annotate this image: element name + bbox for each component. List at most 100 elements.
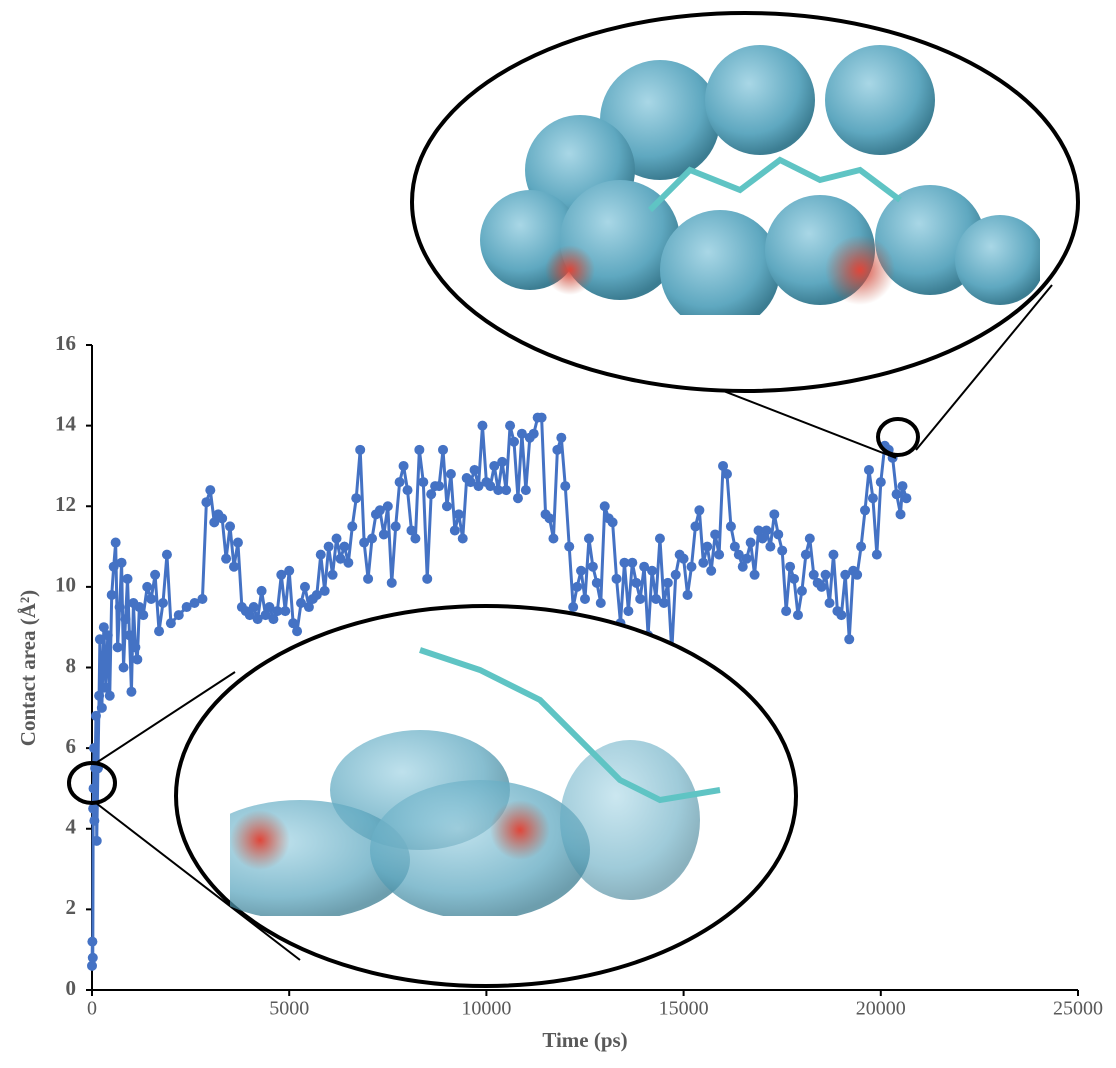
y-tick-label: 6 [66,734,77,758]
data-point [100,682,111,693]
data-point [477,420,488,431]
data-point [96,702,107,713]
data-point [319,585,330,596]
data-point [718,460,729,471]
data-point [564,541,575,552]
data-point [89,815,100,826]
data-point [201,497,212,508]
data-point [132,654,143,665]
data-point [426,489,437,500]
data-point [112,642,123,653]
data-point [138,610,149,621]
data-point [690,521,701,532]
data-point [897,481,908,492]
data-point [315,549,326,560]
data-point [378,529,389,540]
data-point [272,606,283,617]
data-point [256,585,267,596]
data-point [568,602,579,613]
data-point [88,783,99,794]
data-point [363,573,374,584]
data-point [860,505,871,516]
data-point [457,533,468,544]
data-point [108,561,119,572]
data-point [741,553,752,564]
data-point [863,464,874,475]
data-point [157,598,168,608]
data-point [94,634,105,645]
data-point [808,569,819,580]
data-point [721,469,732,479]
data-point [654,533,665,544]
data-point [753,525,764,536]
x-axis-label: Time (ps) [542,1028,627,1052]
x-tick-label: 5000 [269,998,309,1020]
data-point [189,598,200,608]
data-point [852,569,863,580]
data-point [260,610,271,621]
data-point [173,610,184,621]
data-point [473,481,484,492]
data-point [244,610,255,621]
data-point [678,553,689,564]
data-point [497,456,508,467]
data-point [142,581,153,592]
data-point [150,569,161,580]
data-point [292,626,303,637]
data-point [493,485,504,496]
data-point [489,460,500,471]
data-point [382,501,393,512]
data-point [124,630,135,641]
data-point [505,420,516,431]
data-point [106,589,117,600]
data-point [91,835,102,846]
data-point [867,493,878,504]
data-point [729,541,740,552]
data-point [248,602,259,613]
data-point [552,444,563,455]
data-point [276,569,287,580]
data-point [623,606,634,617]
data-point [410,533,421,544]
x-tick-label: 25000 [1053,998,1103,1020]
data-point [347,521,358,532]
data-point [87,960,97,971]
data-point [335,553,346,564]
y-tick-label: 0 [66,976,77,1000]
data-point [828,549,839,560]
data-point [299,581,310,592]
data-point [891,489,902,500]
data-point [355,444,366,455]
data-point [631,577,642,588]
data-point [520,485,531,496]
data-point [662,577,673,588]
data-point [706,565,717,576]
data-point [264,602,275,613]
data-point [658,598,669,608]
inset-lower [67,604,798,988]
data-point [844,634,855,645]
data-point [102,630,113,641]
data-point [88,803,99,814]
data-point [118,662,129,673]
data-point [824,598,835,608]
data-point [323,541,334,552]
data-point [591,577,602,588]
data-point [789,573,800,584]
data-point [441,501,452,512]
data-point [390,521,401,532]
data-point [871,549,882,560]
data-point [181,602,192,613]
data-point [418,477,429,488]
data-point [639,561,650,572]
data-point [560,481,571,492]
data-point [901,493,912,504]
data-point [599,501,610,512]
data-point [761,525,772,536]
data-point [804,533,815,544]
plot-area: 0 2 4 6 8 10 12 14 16 0 5000 10000 15000 20000 25000 [55,331,1103,1020]
data-point [710,529,721,540]
data-point [87,936,98,947]
data-point [280,606,291,617]
